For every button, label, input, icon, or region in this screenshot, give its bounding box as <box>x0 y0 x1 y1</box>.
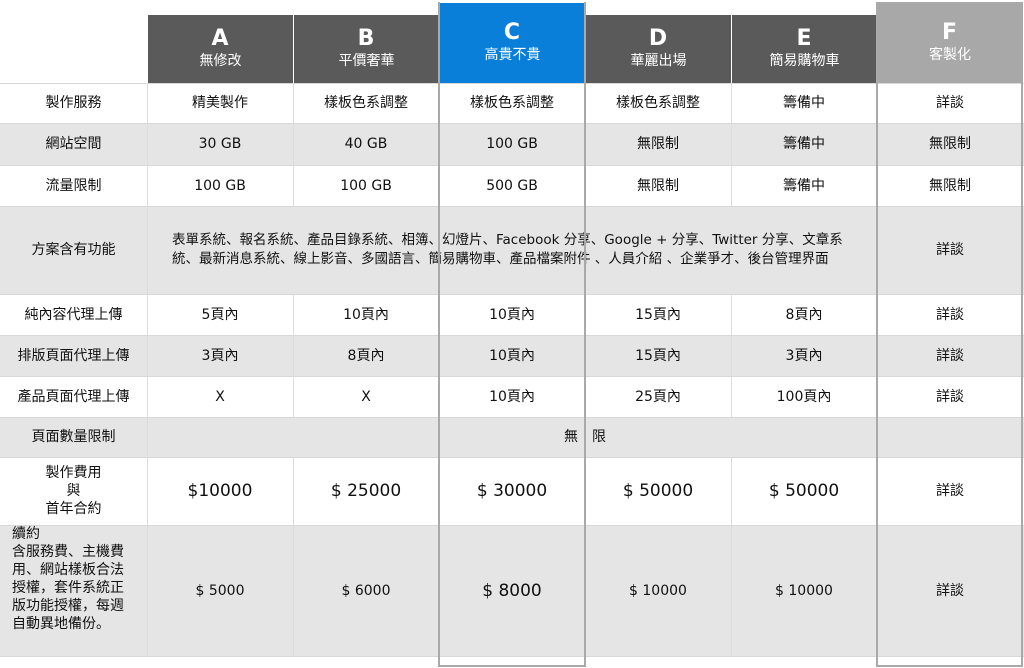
row-bg-space <box>0 123 1024 165</box>
cell-c: $ 8000 <box>482 580 542 601</box>
cell-d: 樣板色系調整 <box>616 95 700 111</box>
fee-label-line: 製作費用 <box>45 465 102 481</box>
cell-e: 8頁內 <box>785 306 823 323</box>
plan-name: 簡易購物車 <box>769 53 840 69</box>
plan-header-e: E 簡易購物車 <box>732 15 877 83</box>
cell-b: 8頁內 <box>347 347 385 364</box>
row-label: 流量限制 <box>45 177 102 194</box>
cell-a: 100 GB <box>194 177 246 194</box>
row-bg-layout-upload <box>0 335 1024 376</box>
page-limit-value: 無 限 <box>564 429 606 445</box>
cell-f: 無限制 <box>929 136 971 152</box>
cell-a: X <box>215 388 225 405</box>
cell-b: 100 GB <box>340 177 392 194</box>
row-label: 網站空間 <box>45 136 102 152</box>
cell-b: 40 GB <box>344 136 388 152</box>
row-bg-fee <box>0 457 1024 525</box>
plan-name: 客製化 <box>929 47 971 63</box>
cell-a: $ 5000 <box>195 582 245 599</box>
row-bg-content-upload <box>0 294 1024 335</box>
cell-f: 無限制 <box>929 177 971 194</box>
row-label: 方案含有功能 <box>31 242 116 258</box>
renewal-label-line: 授權，套件系統正 <box>12 580 124 596</box>
cell-e: $ 50000 <box>768 481 840 501</box>
plan-header-c: C 高貴不貴 <box>440 3 585 83</box>
fee-label-line: 與 <box>66 483 81 499</box>
renewal-label-line: 自動異地備份。 <box>12 616 110 632</box>
row-bg-features <box>0 206 1024 294</box>
renewal-label-line: 續約 <box>12 526 40 542</box>
cell-c: $ 30000 <box>476 481 548 501</box>
cell-b: $ 25000 <box>330 481 402 501</box>
row-bg-service <box>0 83 1024 123</box>
cell-a: 精美製作 <box>192 95 248 111</box>
cell-d: 15頁內 <box>635 347 681 364</box>
cell-e: 籌備中 <box>783 95 825 111</box>
cell-c: 10頁內 <box>489 306 535 323</box>
cell-d: $ 50000 <box>622 481 694 501</box>
plan-letter: C <box>503 20 522 45</box>
cell-e: 3頁內 <box>785 347 823 364</box>
cell-a: 30 GB <box>198 136 242 152</box>
plan-header-b: B 平價奢華 <box>294 15 439 83</box>
row-bg-page-limit <box>0 417 1024 457</box>
cell-f: 詳談 <box>936 347 964 364</box>
plan-letter: D <box>648 26 669 51</box>
cell-f: 詳談 <box>936 306 964 323</box>
row-label: 產品頁面代理上傳 <box>17 388 130 405</box>
cell-f: 詳談 <box>936 95 964 111</box>
cell-e: 100頁內 <box>776 388 832 405</box>
plan-letter: F <box>941 20 959 45</box>
plan-header-a: A 無修改 <box>148 15 293 83</box>
cell-f: 詳談 <box>936 582 964 599</box>
cell-d: 15頁內 <box>635 306 681 323</box>
cell-f: 詳談 <box>936 483 964 499</box>
cell-a: 3頁內 <box>201 347 239 364</box>
cell-e: 籌備中 <box>783 177 825 194</box>
plan-name: 高貴不貴 <box>484 47 541 63</box>
cell-d: $ 10000 <box>629 582 687 599</box>
row-bg-product-upload <box>0 376 1024 417</box>
cell-e: 籌備中 <box>783 136 825 152</box>
cell-a: $10000 <box>187 481 253 501</box>
cell-c: 100 GB <box>486 136 538 152</box>
plan-name: 華麗出場 <box>630 53 687 69</box>
row-label: 頁面數量限制 <box>31 429 116 445</box>
cell-c: 10頁內 <box>489 347 535 364</box>
plan-header-f: F 客製化 <box>878 3 1022 83</box>
cell-a: 5頁內 <box>201 306 239 323</box>
row-bg-traffic <box>0 165 1024 206</box>
row-label: 製作服務 <box>45 95 102 111</box>
cell-b: 10頁內 <box>343 306 389 323</box>
row-label-renewal: 續約 含服務費、主機費 用、網站樣板合法 授權，套件系統正 版功能授權，每週 自… <box>0 525 147 656</box>
cell-c: 500 GB <box>486 177 538 194</box>
plan-name: 無修改 <box>199 53 242 69</box>
cell-b: $ 6000 <box>341 582 391 599</box>
plan-letter: A <box>211 26 230 51</box>
plan-header-d: D 華麗出場 <box>586 15 731 83</box>
plan-name: 平價奢華 <box>338 53 395 69</box>
row-label-fee: 製作費用 與 首年合約 <box>0 457 147 525</box>
cell-d: 無限制 <box>637 136 679 152</box>
renewal-label-line: 用、網站樣板合法 <box>12 562 124 578</box>
cell-e: $ 10000 <box>775 582 833 599</box>
row-label: 純內容代理上傳 <box>24 306 123 323</box>
cell-b: X <box>361 388 371 405</box>
renewal-label-line: 含服務費、主機費 <box>12 544 124 560</box>
row-bg-renewal <box>0 525 1024 656</box>
renewal-label-line: 版功能授權，每週 <box>12 598 124 614</box>
plan-letter: E <box>796 26 813 51</box>
cell-b: 樣板色系調整 <box>324 95 408 111</box>
cell-d: 無限制 <box>637 177 679 194</box>
cell-f: 詳談 <box>936 388 964 405</box>
features-list: 表單系統、報名系統、產品目錄系統、相簿、幻燈片、Facebook 分享、Goog… <box>172 232 843 267</box>
row-label: 排版頁面代理上傳 <box>17 347 130 364</box>
cell-d: 25頁內 <box>635 388 681 405</box>
cell-c: 10頁內 <box>489 388 535 405</box>
cell-c: 樣板色系調整 <box>470 95 554 111</box>
plan-letter: B <box>357 26 376 51</box>
fee-label-line: 首年合約 <box>45 501 102 517</box>
cell-f: 詳談 <box>936 242 964 258</box>
